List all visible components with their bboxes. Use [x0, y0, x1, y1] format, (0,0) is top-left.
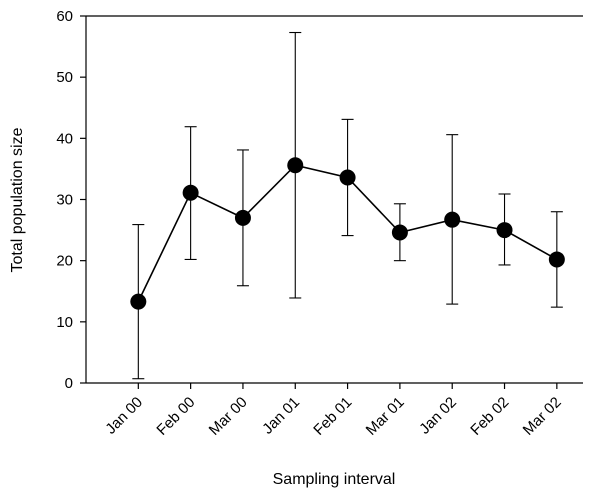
x-tick-label: Mar 00	[206, 394, 251, 439]
x-tick-label: Feb 00	[153, 394, 198, 439]
x-tick-label: Jan 02	[416, 394, 460, 438]
y-axis-ticks: 0 10 20 30 40 50 60	[56, 8, 86, 392]
x-tick-label: Jan 00	[102, 394, 146, 438]
data-point	[182, 184, 199, 201]
data-points	[130, 157, 565, 310]
data-point	[339, 169, 356, 186]
x-axis-title: Sampling interval	[273, 471, 396, 488]
data-point	[130, 293, 147, 310]
y-axis-title: Total population size	[9, 127, 26, 272]
x-tick-label: Mar 01	[363, 394, 408, 439]
y-tick-label: 40	[56, 130, 73, 147]
x-axis-ticks: Jan 00 Feb 00 Mar 00 Jan 01 Feb 01 Mar 01 Jan …	[102, 383, 565, 439]
data-point	[444, 211, 461, 228]
x-tick-label: Mar 02	[520, 394, 565, 439]
y-tick-label: 30	[56, 192, 73, 209]
data-point	[496, 222, 513, 239]
x-tick-label: Feb 02	[467, 394, 512, 439]
y-tick-label: 60	[56, 8, 73, 25]
data-point	[548, 251, 565, 268]
data-point	[391, 224, 408, 241]
plot-frame	[85, 15, 583, 384]
y-tick-label: 50	[56, 69, 73, 86]
data-point	[287, 157, 304, 174]
y-tick-label: 10	[56, 314, 73, 331]
x-tick-label: Jan 01	[259, 394, 303, 438]
y-tick-label: 0	[65, 375, 73, 392]
y-tick-label: 20	[56, 253, 73, 270]
data-point	[234, 209, 251, 226]
x-tick-label: Feb 01	[310, 394, 355, 439]
error-bars	[132, 31, 563, 380]
